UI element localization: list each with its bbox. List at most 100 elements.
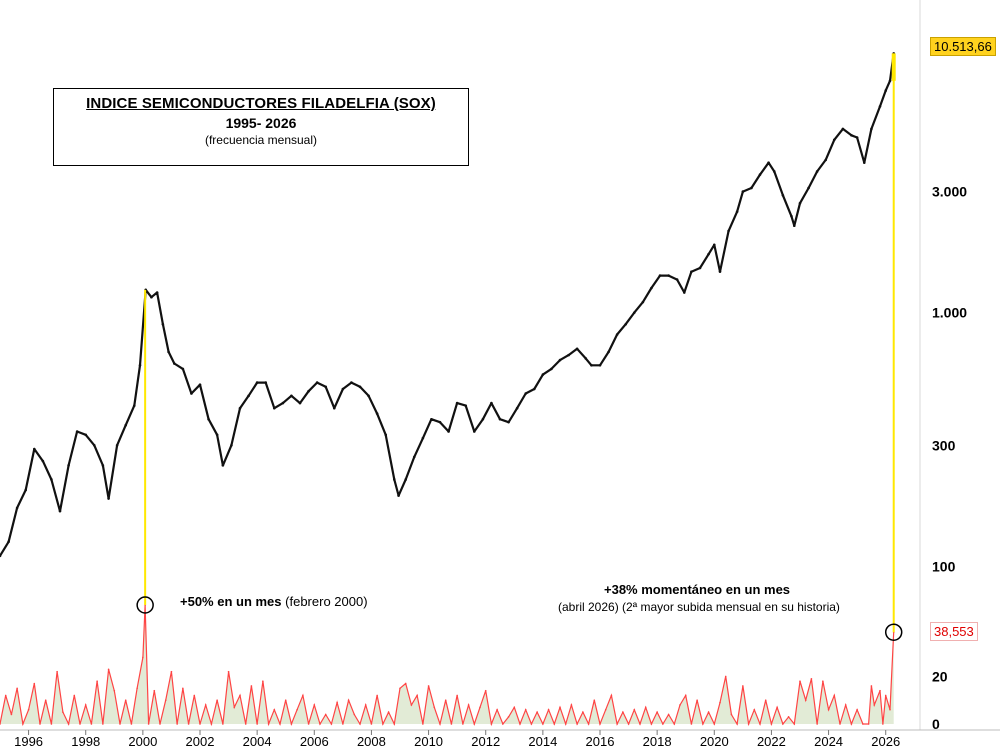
momentum-data-point: [382, 723, 384, 725]
price-series-line: [0, 53, 895, 557]
price-data-point: [682, 291, 686, 294]
momentum-data-point: [444, 699, 447, 701]
momentum-data-point: [102, 723, 104, 725]
price-data-point: [690, 270, 693, 273]
price-data-point: [658, 274, 662, 277]
price-data-point: [870, 127, 873, 131]
momentum-data-point: [570, 704, 573, 706]
price-data-point: [124, 423, 128, 427]
price-data-point: [464, 404, 468, 407]
price-data-point: [115, 443, 119, 447]
momentum-data-point: [376, 694, 378, 697]
momentum-data-point: [56, 670, 58, 673]
momentum-y-tick-label: 20: [932, 668, 948, 684]
momentum-data-point: [650, 723, 653, 725]
price-data-point: [884, 89, 888, 92]
momentum-data-point: [730, 713, 733, 716]
price-data-point: [558, 358, 562, 362]
price-data-point: [862, 161, 866, 164]
price-data-point: [272, 406, 276, 410]
x-tick-label: 1996: [14, 734, 43, 749]
momentum-y-tick-label: 0: [932, 716, 940, 732]
momentum-data-point: [690, 723, 693, 725]
price-data-point: [438, 420, 442, 424]
momentum-data-point: [593, 699, 596, 701]
chart-frequency-note: (frecuencia mensual): [204, 133, 318, 147]
momentum-data-point: [193, 694, 196, 697]
momentum-data-point: [776, 706, 778, 709]
price-data-point: [624, 322, 628, 326]
momentum-data-point: [844, 704, 847, 706]
price-data-point: [781, 194, 785, 197]
price-data-point: [24, 488, 28, 492]
price-data-point: [298, 401, 302, 405]
price-data-point: [675, 278, 679, 281]
x-tick-label: 2022: [757, 734, 786, 749]
price-data-point: [507, 420, 510, 424]
price-data-point: [481, 417, 485, 421]
price-data-point: [392, 478, 396, 481]
price-data-point: [215, 433, 219, 437]
momentum-data-point: [347, 699, 350, 701]
price-data-point: [447, 430, 450, 433]
x-tick-label: 2010: [414, 734, 443, 749]
momentum-data-point: [867, 723, 870, 725]
momentum-data-point: [633, 708, 636, 711]
momentum-data-point: [490, 723, 493, 725]
momentum-data-point: [822, 680, 824, 682]
momentum-data-point: [239, 694, 241, 697]
price-data-point: [397, 494, 400, 497]
momentum-data-point: [684, 694, 687, 697]
x-tick-label: 2006: [300, 734, 329, 749]
price-data-point: [230, 443, 233, 447]
price-data-point: [350, 381, 353, 384]
price-data-point: [32, 447, 36, 451]
momentum-data-point: [62, 711, 64, 713]
y-tick-label: 3.000: [932, 184, 967, 200]
momentum-data-point: [404, 682, 407, 685]
momentum-data-point: [359, 723, 361, 725]
price-data-point: [181, 367, 185, 371]
price-data-point: [332, 406, 336, 410]
highlight-layer: [136, 53, 903, 641]
price-data-point: [815, 170, 819, 173]
momentum-data-point: [764, 699, 767, 701]
momentum-data-point: [422, 723, 424, 725]
price-data-point: [807, 186, 810, 190]
momentum-data-point: [667, 713, 670, 716]
momentum-data-point: [519, 723, 521, 725]
x-tick-label: 1998: [71, 734, 100, 749]
annotation-feb-2000-bold: +50% en un mes: [180, 594, 282, 609]
momentum-data-point: [244, 723, 247, 725]
momentum-data-point: [787, 716, 790, 718]
momentum-data-point: [50, 723, 53, 725]
price-data-point: [727, 229, 730, 233]
momentum-data-point: [770, 723, 773, 725]
price-data-point: [58, 509, 62, 513]
momentum-data-point: [559, 706, 561, 709]
price-data-point: [615, 333, 619, 336]
momentum-data-point: [782, 723, 784, 725]
price-data-point: [718, 270, 722, 273]
x-tick-label: 2004: [243, 734, 272, 749]
momentum-data-point: [793, 723, 796, 725]
momentum-data-point: [467, 704, 470, 706]
price-data-point: [641, 300, 645, 304]
momentum-data-point: [27, 708, 30, 711]
price-data-point: [264, 381, 268, 384]
momentum-data-point: [719, 701, 721, 704]
price-data-point: [767, 161, 770, 164]
price-data-point: [358, 385, 362, 389]
momentum-data-point: [250, 685, 253, 687]
momentum-data-point: [216, 699, 218, 701]
price-data-point: [172, 362, 176, 365]
price-data-point: [632, 311, 636, 314]
momentum-data-point: [707, 711, 710, 713]
momentum-data-point: [90, 723, 93, 725]
price-data-point: [75, 430, 79, 433]
annotation-feb-2000: +50% en un mes (febrero 2000): [180, 594, 368, 609]
momentum-data-point: [513, 706, 516, 709]
annotation-apr-2026-main: +38% momentáneo en un mes: [604, 582, 791, 597]
chart-subtitle: 1995- 2026: [225, 115, 297, 131]
